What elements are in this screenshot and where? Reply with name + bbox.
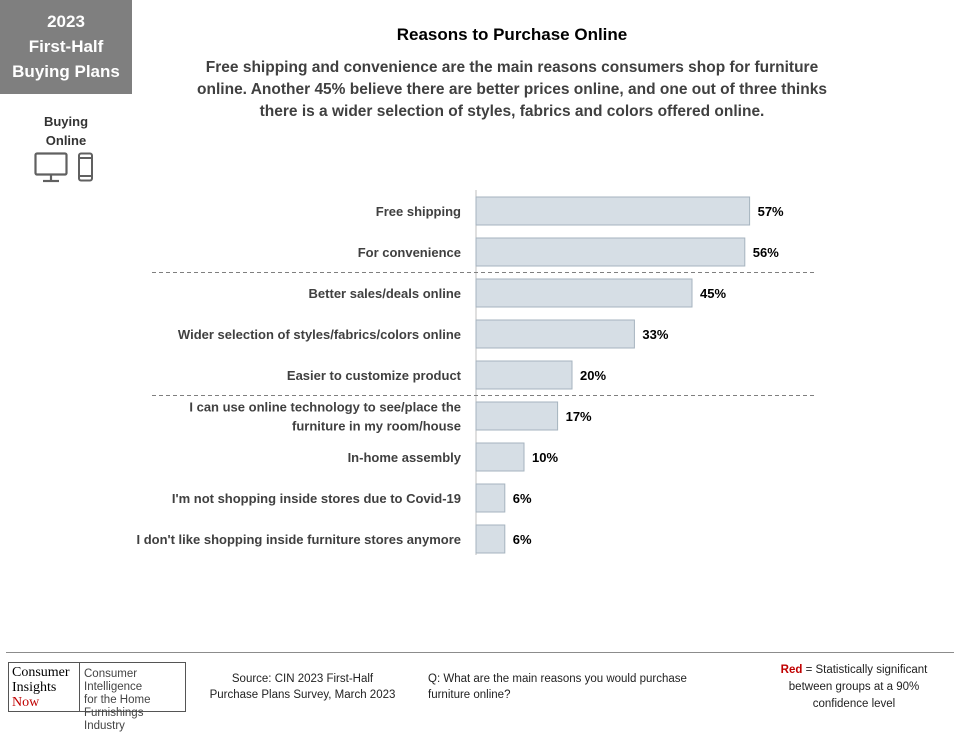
chart-subtitle: Free shipping and convenience are the ma…: [197, 59, 827, 120]
logo-wordmark: Consumer Insights Now: [9, 663, 80, 711]
bar-6: [475, 401, 559, 431]
legend-text-2: between groups at a 90%: [788, 681, 920, 693]
data-label-2: 56%: [753, 245, 779, 260]
legend-red-word: Red: [780, 664, 803, 676]
survey-question: Q: What are the main reasons you would p…: [428, 671, 718, 703]
source-line-2: Purchase Plans Survey, March 2023: [209, 689, 396, 701]
chart-title: Reasons to Purchase Online: [396, 25, 628, 44]
data-label-4: 33%: [642, 327, 668, 342]
device-icons: [34, 152, 93, 183]
section-label-line2: Online: [45, 133, 87, 148]
bar-4: [475, 319, 635, 349]
legend-text-3: confidence level: [812, 698, 896, 710]
section-label-line1: Buying: [43, 114, 89, 129]
category-label-2: For convenience: [358, 245, 461, 260]
category-label-3: Better sales/deals online: [309, 286, 461, 301]
logo-word-3: Now: [12, 695, 40, 710]
category-label-6: I can use online technology to see/place…: [189, 400, 461, 434]
source-note: Source: CIN 2023 First-Half Purchase Pla…: [200, 671, 405, 703]
data-label-8: 6%: [513, 491, 532, 506]
data-label-9: 6%: [513, 532, 532, 547]
report-badge: 2023 First-Half Buying Plans: [0, 0, 132, 94]
source-line-1: Source: CIN 2023 First-Half: [231, 673, 374, 685]
badge-year: 2023: [47, 12, 85, 31]
category-label-4: Wider selection of styles/fabrics/colors…: [178, 327, 461, 342]
badge-line2: First-Half: [28, 37, 104, 56]
logo-tagline: Consumer Intelligence for the Home Furni…: [80, 663, 185, 732]
data-label-1: 57%: [758, 204, 784, 219]
company-logo: Consumer Insights Now Consumer Intellige…: [8, 662, 186, 732]
data-label-7: 10%: [532, 450, 558, 465]
logo-tagline-3: Furnishings Industry: [84, 707, 144, 732]
category-label-5: Easier to customize product: [287, 368, 462, 383]
bar-3: [475, 278, 693, 308]
logo-tagline-1: Consumer Intelligence: [84, 668, 143, 693]
category-label-9: I don't like shopping inside furniture s…: [136, 532, 461, 547]
logo-word-1: Consumer: [12, 665, 70, 680]
bar-8: [475, 483, 506, 513]
data-label-6: 17%: [566, 409, 592, 424]
category-label-1: Free shipping: [376, 204, 461, 219]
bar-9: [475, 524, 506, 554]
desktop-monitor-icon: [34, 152, 68, 183]
data-label-3: 45%: [700, 286, 726, 301]
bar-5: [475, 360, 573, 390]
significance-legend: Red = Statistically significant between …: [762, 662, 946, 713]
data-label-5: 20%: [580, 368, 606, 383]
footer-divider: [6, 652, 954, 653]
badge-line3: Buying Plans: [12, 62, 120, 81]
legend-text-1: = Statistically significant: [802, 664, 928, 676]
category-label-7: In-home assembly: [348, 450, 462, 465]
logo-tagline-2: for the Home: [84, 694, 151, 706]
section-label: Buying Online: [26, 112, 106, 150]
question-line-1: Q: What are the main reasons you would p…: [428, 673, 687, 685]
logo-word-2: Insights: [12, 680, 57, 695]
question-line-2: furniture online?: [428, 689, 511, 701]
bar-1: [475, 196, 751, 226]
bar-2: [475, 237, 746, 267]
bar-7: [475, 442, 525, 472]
category-label-8: I'm not shopping inside stores due to Co…: [172, 491, 461, 506]
mobile-phone-icon: [78, 152, 93, 182]
